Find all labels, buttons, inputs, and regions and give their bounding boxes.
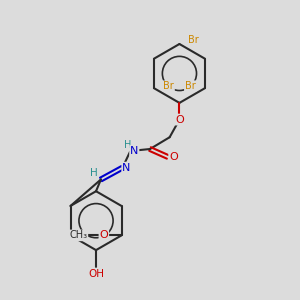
Text: O: O [175, 115, 184, 124]
Text: CH₃: CH₃ [69, 230, 87, 240]
Text: Br: Br [188, 35, 199, 45]
Text: OH: OH [88, 269, 104, 279]
Text: N: N [130, 146, 139, 156]
Text: O: O [169, 152, 178, 162]
Text: Br: Br [163, 81, 174, 91]
Text: H: H [124, 140, 131, 150]
Text: O: O [100, 230, 108, 240]
Text: N: N [122, 163, 130, 173]
Text: Br: Br [185, 81, 196, 91]
Text: H: H [90, 168, 98, 178]
